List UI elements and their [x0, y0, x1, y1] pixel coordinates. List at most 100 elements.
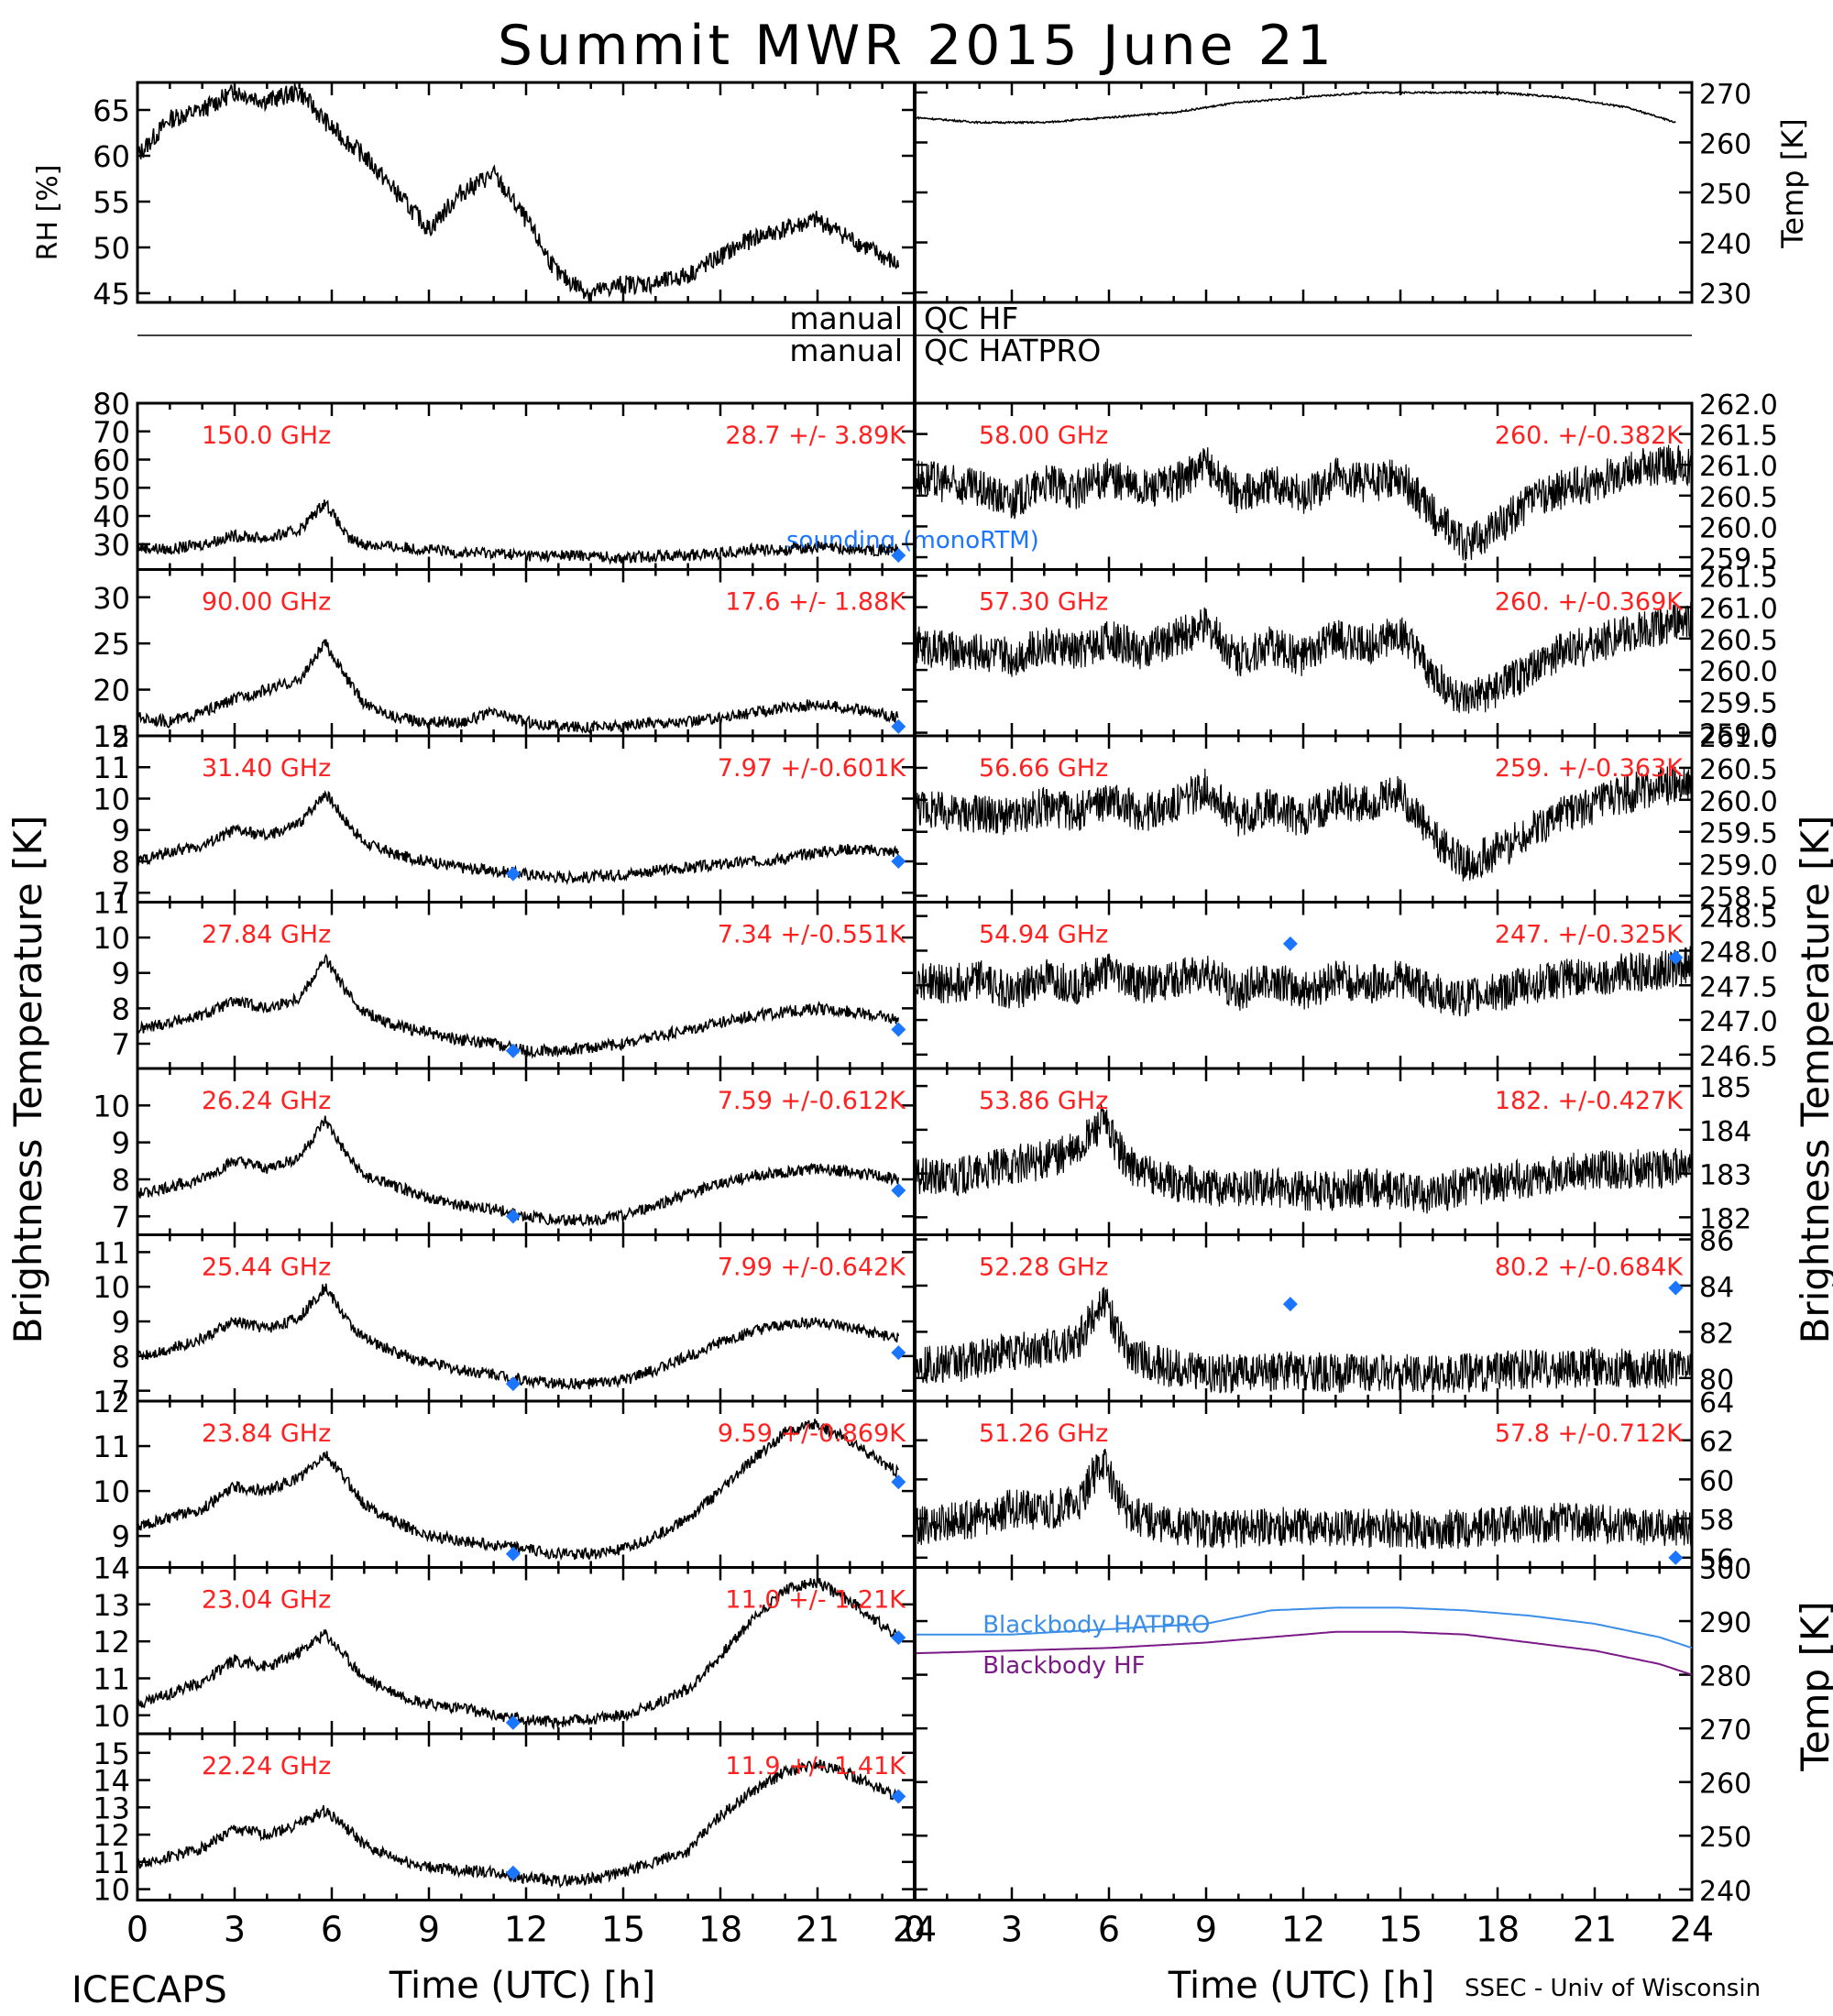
stats-label: 7.34 +/-0.551K	[718, 921, 906, 949]
sounding-marker	[891, 853, 906, 869]
x-tick-label-left: 24	[893, 1910, 937, 1950]
y-tick-label: 9	[112, 1126, 130, 1161]
y-tick-label: 80	[93, 387, 130, 422]
y-tick-label: 30	[93, 528, 130, 563]
y-tick-label: 259.5	[1699, 543, 1778, 575]
y-tick-label: 10	[93, 1270, 130, 1305]
stats-label: 11.0 +/- 1.21K	[725, 1586, 906, 1615]
footer-left: ICECAPS	[71, 1969, 227, 2011]
sounding-marker	[1668, 1550, 1684, 1565]
y-tick-label: 248.0	[1699, 937, 1778, 969]
qc-hf-left: manual	[789, 301, 903, 336]
y-tick-label: 58	[1699, 1505, 1734, 1537]
stats-label: 259. +/-0.363K	[1495, 754, 1684, 783]
y-tick-label: 260.5	[1699, 482, 1778, 514]
qc-hf-right: QC HF	[924, 301, 1018, 336]
series-label: Blackbody HATPRO	[982, 1612, 1210, 1639]
stats-label: 260. +/-0.382K	[1495, 422, 1684, 450]
y-tick-label: 7	[112, 1375, 130, 1409]
stats-label: 260. +/-0.369K	[1495, 588, 1684, 617]
y-tick-label: 261.5	[1699, 421, 1778, 453]
y-tick-label: 30	[93, 581, 130, 616]
y-tick-label: 50	[93, 231, 130, 266]
sounding-marker	[505, 1546, 521, 1561]
sounding-marker	[505, 1043, 521, 1058]
stats-label: 57.8 +/-0.712K	[1495, 1419, 1684, 1448]
trace-line	[914, 444, 1693, 561]
x-tick-label-right: 12	[1281, 1910, 1325, 1950]
trace-line	[137, 1283, 900, 1391]
x-axis-label-left: Time (UTC) [h]	[389, 1965, 655, 2007]
panel-blackbody: 240 250 260 270 280 290 300 Blackbody HATPRO Bla…	[913, 1554, 1751, 1908]
x-tick-label-right: 3	[1001, 1910, 1023, 1950]
trace-line	[914, 90, 1676, 125]
freq-label: 52.28 GHz	[979, 1254, 1108, 1282]
series-hf-line	[914, 1630, 1693, 1676]
y-axis-label-rh: RH [%]	[32, 165, 64, 261]
freq-label: 27.84 GHz	[202, 921, 331, 949]
y-tick-label: 10	[93, 782, 130, 816]
freq-label: 23.84 GHz	[202, 1419, 331, 1448]
y-tick-label: 12	[93, 1385, 130, 1419]
y-tick-label: 12	[93, 1625, 130, 1660]
y-tick-label: 7	[112, 1027, 130, 1062]
y-tick-label: 20	[93, 674, 130, 708]
y-tick-label: 84	[1699, 1272, 1734, 1304]
legend-sounding: sounding (monoRTM)	[786, 527, 1039, 554]
y-tick-label: 9	[112, 1305, 130, 1340]
trace-line	[914, 1103, 1693, 1214]
y-tick-label: 260.5	[1699, 754, 1778, 786]
y-tick-label: 250	[1699, 1822, 1751, 1854]
y-tick-label: 261.0	[1699, 451, 1778, 483]
plots-layer: 4550556065230240250260270304050607080150…	[93, 79, 1778, 1950]
y-tick-label: 11	[93, 1662, 130, 1697]
sounding-marker	[505, 1376, 521, 1392]
y-tick-label: 12	[93, 1818, 130, 1853]
stats-label: 7.97 +/-0.601K	[718, 754, 906, 783]
panel-frame	[913, 81, 1694, 304]
footer-right: SSEC - Univ of Wisconsin	[1465, 1975, 1761, 2002]
freq-label: 57.30 GHz	[979, 588, 1108, 617]
y-tick-label: 50	[93, 471, 130, 506]
x-tick-label-right: 18	[1476, 1910, 1520, 1950]
x-axis-label-right: Time (UTC) [h]	[1168, 1965, 1434, 2007]
trace-line	[914, 946, 1693, 1017]
stats-label: 11.9 +/- 1.41K	[725, 1752, 906, 1780]
x-tick-label-left: 3	[224, 1910, 246, 1950]
x-tick-label-right: 0	[904, 1910, 926, 1950]
freq-label: 90.00 GHz	[202, 588, 331, 617]
y-tick-label: 82	[1699, 1318, 1734, 1350]
y-tick-label: 11	[93, 886, 130, 921]
y-tick-label: 250	[1699, 179, 1751, 211]
y-tick-label: 60	[1699, 1465, 1734, 1497]
y-tick-label: 259.0	[1699, 719, 1778, 751]
stats-label: 28.7 +/- 3.89K	[725, 422, 906, 450]
y-tick-label: 184	[1699, 1116, 1751, 1148]
panel-met_rh: 45 50 55 60 65	[93, 81, 916, 312]
y-tick-label: 260	[1699, 1769, 1751, 1801]
trace-line	[137, 639, 899, 734]
sounding-marker	[891, 1474, 906, 1490]
y-tick-label: 86	[1699, 1226, 1734, 1258]
chart-title: Summit MWR 2015 June 21	[498, 14, 1335, 78]
y-tick-label: 270	[1699, 79, 1751, 111]
y-tick-label: 259.0	[1699, 850, 1778, 882]
y-axis-label-temp-top: Temp [K]	[1775, 118, 1810, 248]
y-tick-label: 9	[112, 957, 130, 992]
sounding-marker	[891, 1345, 906, 1361]
sounding-marker	[505, 1715, 521, 1730]
panel-ch_90: 15 20 25 30 90.00 GHz 17.6 +/- 1.88K	[93, 568, 916, 754]
y-tick-label: 185	[1699, 1072, 1751, 1104]
y-tick-label: 258.5	[1699, 882, 1778, 915]
sounding-marker	[891, 548, 906, 564]
y-tick-label: 290	[1699, 1607, 1751, 1639]
y-tick-label: 14	[93, 1764, 130, 1799]
panel-ch_5126: 56 58 60 62 64 51.26 GHz 57.8 +/-0.712K	[913, 1387, 1734, 1576]
qc-hatpro-right: QC HATPRO	[924, 333, 1101, 368]
y-tick-label: 11	[93, 1846, 130, 1880]
y-tick-label: 11	[93, 1235, 130, 1270]
